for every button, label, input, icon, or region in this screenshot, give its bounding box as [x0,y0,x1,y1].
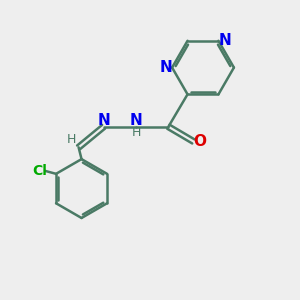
Text: N: N [97,113,110,128]
Text: N: N [159,60,172,75]
Text: H: H [131,126,141,139]
Text: N: N [219,33,231,48]
Text: O: O [193,134,206,149]
Text: Cl: Cl [32,164,47,178]
Text: H: H [67,133,76,146]
Text: N: N [130,113,142,128]
